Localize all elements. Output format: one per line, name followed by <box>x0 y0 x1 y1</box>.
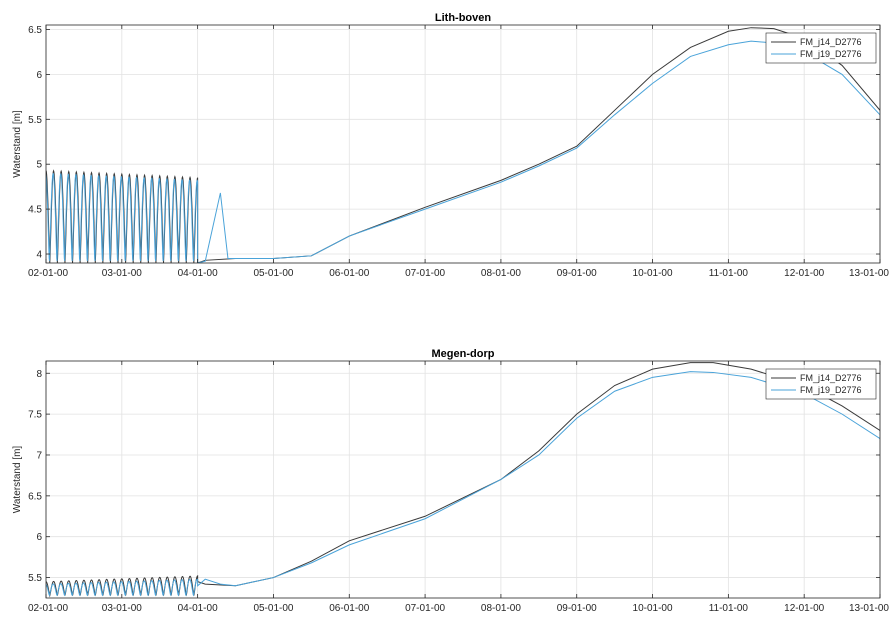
panel-1-legend-label-2: FM_j19_D2776 <box>800 49 862 59</box>
panel-2-y-tick-label: 5.5 <box>28 573 42 584</box>
panel-1-y-tick-label: 4 <box>36 250 42 261</box>
panel-1-x-tick-label: 13-01-00 <box>849 268 889 279</box>
panel-2-x-tick-label: 02-01-00 <box>28 603 68 614</box>
panel-1-x-tick-label: 05-01-00 <box>253 268 293 279</box>
panel-2-x-tick-label: 05-01-00 <box>253 603 293 614</box>
panel-2-x-tick-label: 06-01-00 <box>329 603 369 614</box>
panel-2-x-tick-label: 09-01-00 <box>557 603 597 614</box>
panel-2-legend-label-1: FM_j14_D2776 <box>800 373 862 383</box>
panel-2-legend-box <box>765 368 877 400</box>
panel-2-y-tick-label: 6.5 <box>28 491 42 502</box>
panel-1-y-tick-label: 4.5 <box>28 205 42 216</box>
panel-2-y-tick-label: 6 <box>36 532 42 543</box>
panel-1-y-tick-label: 6.5 <box>28 25 42 36</box>
panel-2-axes-box <box>45 360 881 599</box>
panel-1-y-tick-label: 6 <box>36 70 42 81</box>
panel-1-axes-box <box>45 24 881 264</box>
panel-2-x-tick-label: 13-01-00 <box>849 603 889 614</box>
panel-2-y-tick-label: 7.5 <box>28 410 42 421</box>
panel-1: 02-01-00 03-01-00 04-01-00 05-01-00 06-01-00… <box>12 12 889 279</box>
panel-1-x-tick-label: 09-01-00 <box>557 268 597 279</box>
panel-1-y-tick-label: 5 <box>36 160 42 171</box>
panel-1-x-tick-label: 06-01-00 <box>329 268 369 279</box>
panel-2-y-axis-label: Waterstand [m] <box>12 446 23 514</box>
panel-1-x-tick-label: 07-01-00 <box>405 268 445 279</box>
panel-1-x-tick-label: 11-01-00 <box>709 268 749 279</box>
panel-2-plot-area <box>46 361 880 598</box>
panel-1-x-tick-label: 10-01-00 <box>633 268 673 279</box>
panel-2-x-tick-label: 04-01-00 <box>178 603 218 614</box>
panel-2-y-tick-label: 8 <box>36 369 42 380</box>
panel-2-series-line-2 <box>46 371 880 597</box>
panel-1-x-tick-label: 02-01-00 <box>28 268 68 279</box>
panel-1-plot-area <box>46 25 880 263</box>
panel-1-x-tick-label: 04-01-00 <box>178 268 218 279</box>
panel-1-y-tick-label: 5.5 <box>28 115 42 126</box>
panel-2-chart-title: Megen-dorp <box>432 348 495 360</box>
panel-2-legend-label-2: FM_j19_D2776 <box>800 385 862 395</box>
panel-2: 02-01-00 03-01-00 04-01-00 05-01-00 06-01-00… <box>12 348 889 614</box>
panel-2-x-tick-label: 07-01-00 <box>405 603 445 614</box>
panel-2-x-tick-label: 11-01-00 <box>709 603 749 614</box>
panel-2-y-tick-label: 7 <box>36 450 42 461</box>
panel-1-legend-label-1: FM_j14_D2776 <box>800 37 862 47</box>
panel-1-x-tick-label: 08-01-00 <box>481 268 521 279</box>
panel-1-y-axis-label: Waterstand [m] <box>12 110 23 178</box>
panel-2-x-tick-label: 12-01-00 <box>784 603 824 614</box>
panel-1-x-tick-label: 12-01-00 <box>784 268 824 279</box>
panel-1-x-tick-label: 03-01-00 <box>102 268 142 279</box>
panel-2-x-tick-label: 08-01-00 <box>481 603 521 614</box>
panel-2-x-tick-label: 10-01-00 <box>633 603 673 614</box>
panel-1-chart-title: Lith-boven <box>435 12 491 24</box>
panel-1-series-line-2 <box>46 40 880 263</box>
panel-1-legend-box <box>765 32 877 64</box>
panel-2-x-tick-label: 03-01-00 <box>102 603 142 614</box>
